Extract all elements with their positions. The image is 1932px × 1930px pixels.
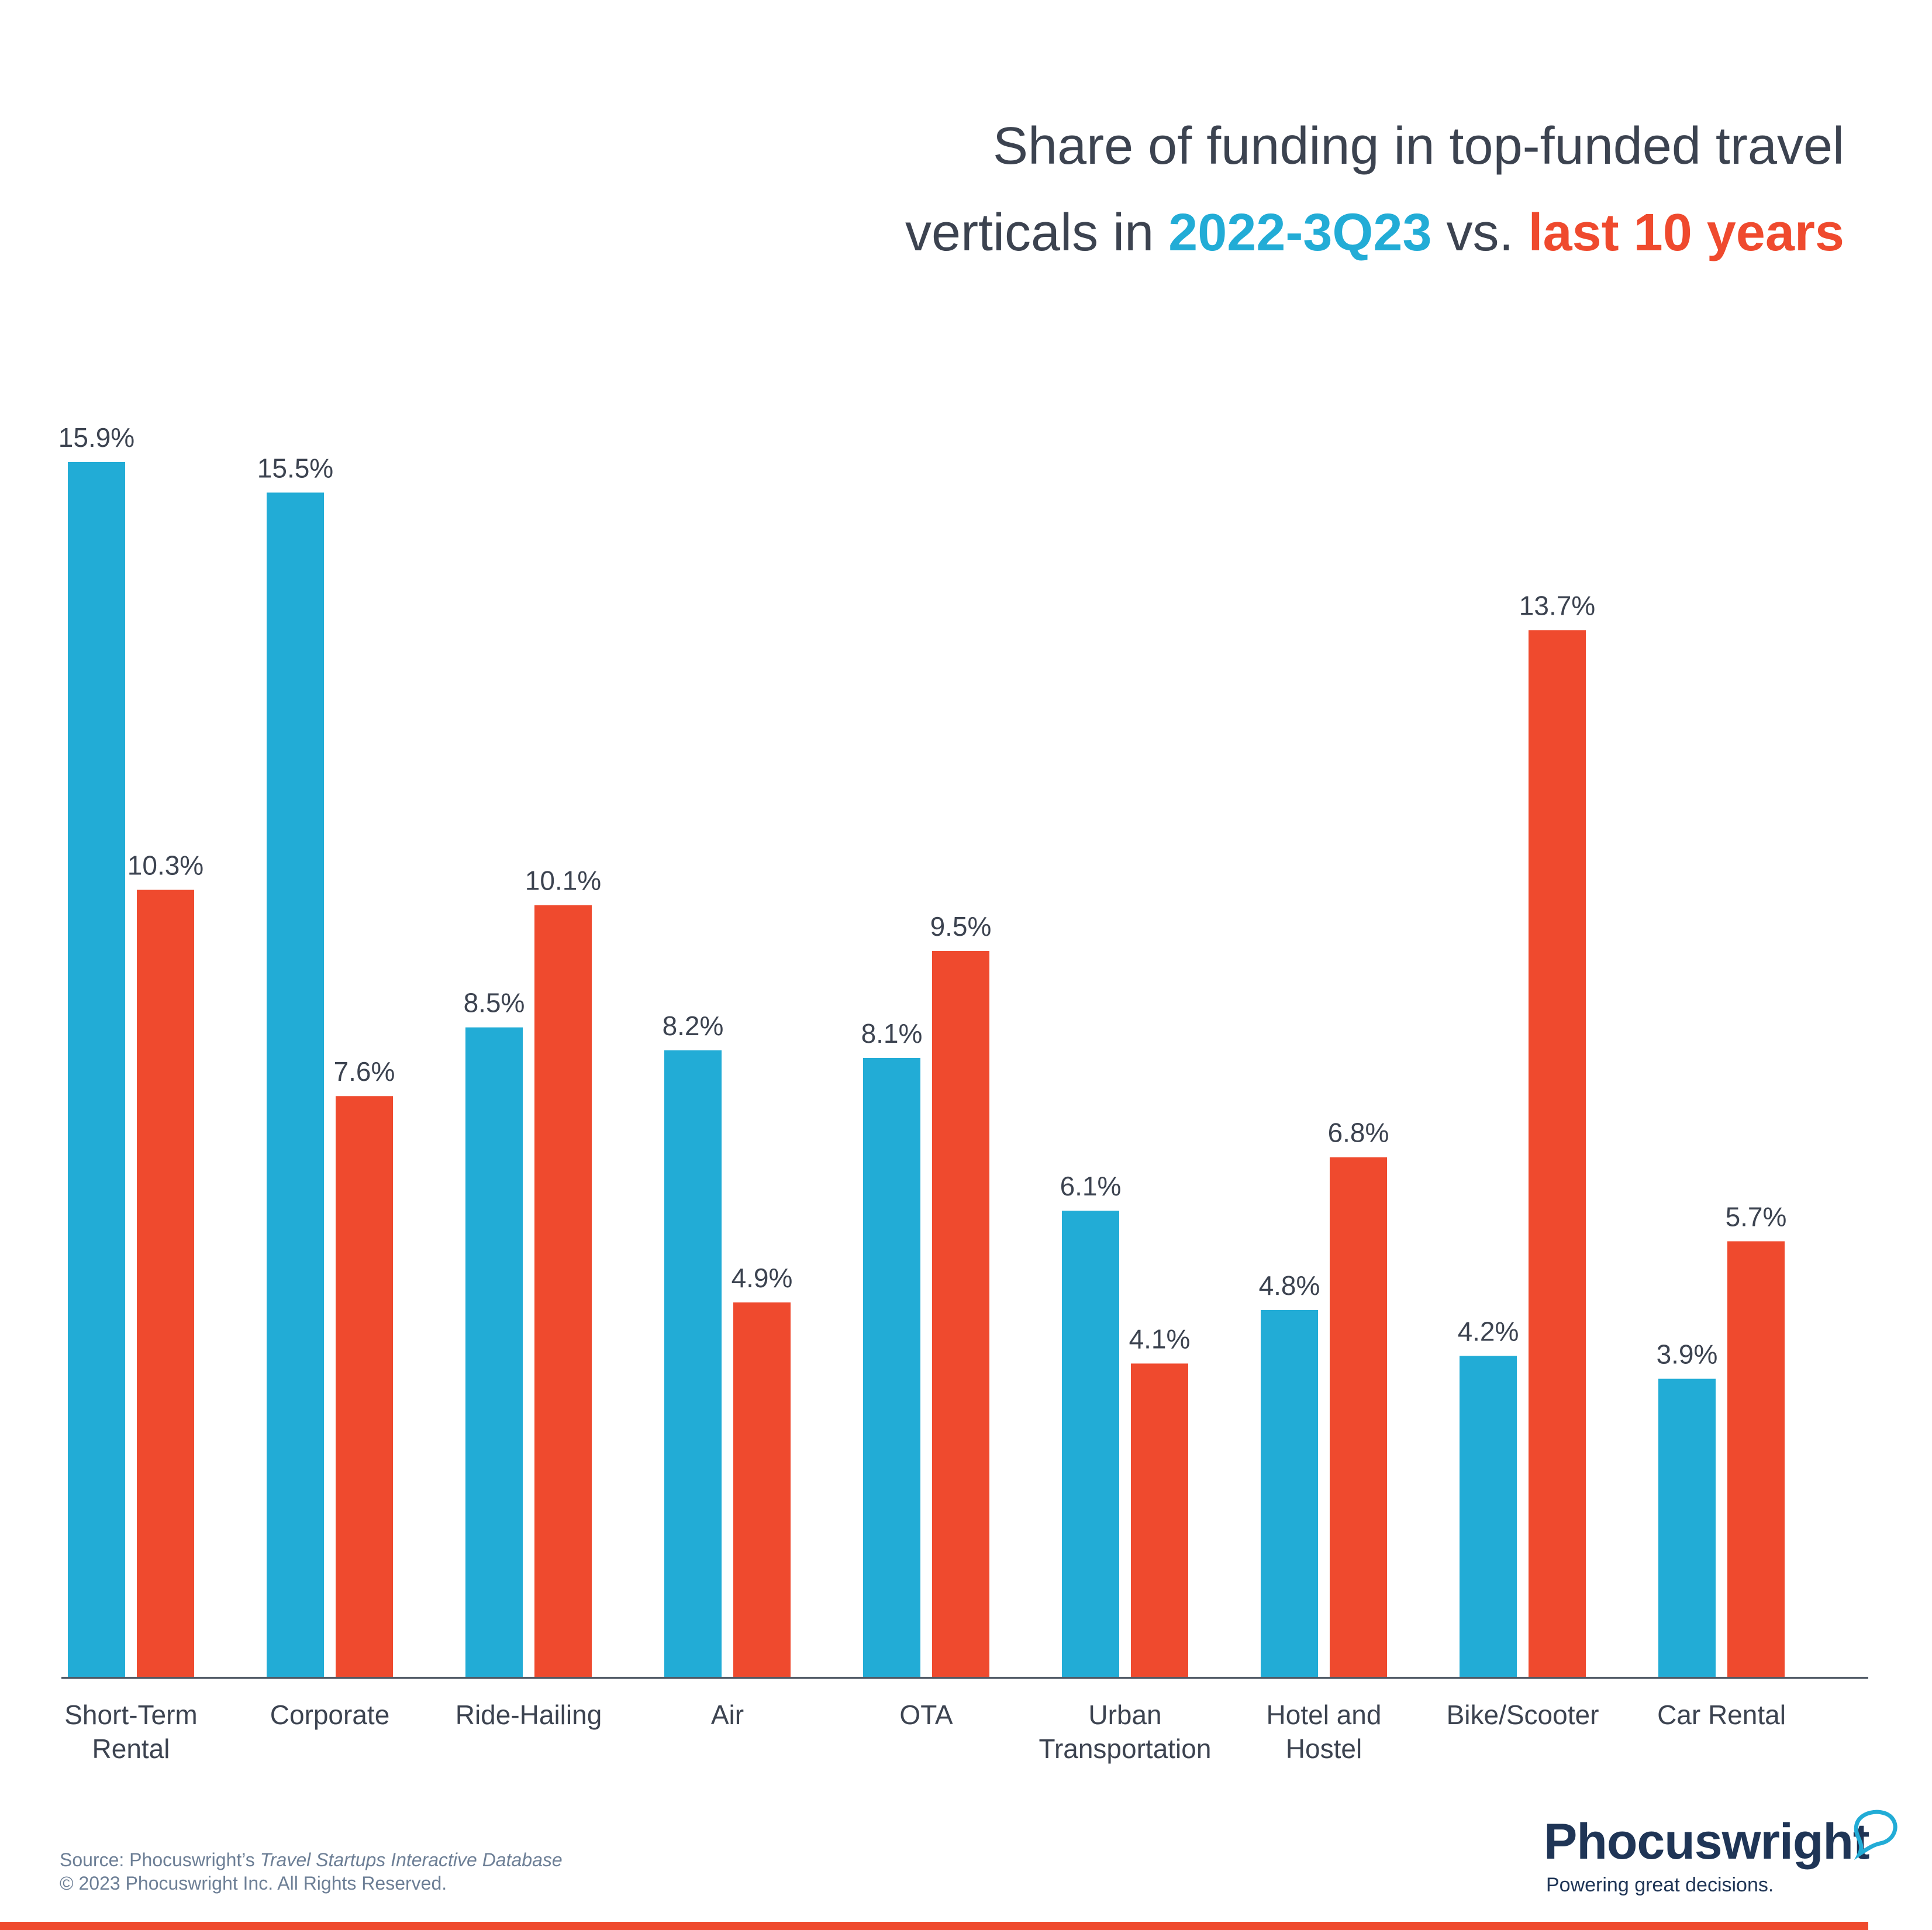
bar-series-b — [1727, 1241, 1785, 1677]
category-label: Corporate — [270, 1700, 390, 1730]
value-label: 6.8% — [1328, 1118, 1389, 1148]
bar-series-b — [137, 890, 194, 1677]
bar-series-b — [733, 1302, 791, 1677]
value-label: 5.7% — [1726, 1201, 1787, 1232]
logo-wordmark: Phocuswright — [1544, 1814, 1870, 1870]
bar-group — [68, 462, 1785, 1677]
speech-bubble-icon — [1854, 1810, 1898, 1860]
value-label: 3.9% — [1657, 1339, 1718, 1370]
source-title: Travel Startups Interactive Database — [260, 1849, 563, 1870]
value-label: 13.7% — [1519, 590, 1595, 621]
chart-title: Share of funding in top-funded travel ve… — [499, 103, 1844, 276]
value-label: 15.5% — [257, 453, 333, 483]
bar-series-b — [932, 951, 989, 1677]
bar-series-a — [1062, 1211, 1119, 1677]
bar-series-a — [68, 462, 125, 1677]
bar-series-a — [465, 1027, 523, 1677]
source-prefix: Source: Phocuswright’s — [60, 1849, 260, 1870]
value-label: 8.2% — [663, 1011, 724, 1041]
bar-series-a — [863, 1057, 920, 1677]
bar-series-b — [534, 905, 592, 1677]
category-label: Transportation — [1039, 1733, 1212, 1764]
bar-series-a — [1658, 1378, 1716, 1677]
bar-series-a — [1261, 1309, 1318, 1677]
value-label: 4.8% — [1259, 1270, 1320, 1301]
bar-series-b — [336, 1096, 393, 1677]
value-label: 8.1% — [861, 1018, 923, 1049]
bar-series-b — [1529, 630, 1586, 1677]
category-label: Air — [711, 1700, 744, 1730]
value-label: 9.5% — [930, 911, 992, 942]
title-prefix: verticals in — [905, 204, 1169, 262]
bar-series-a — [664, 1050, 722, 1677]
category-label: Hostel — [1286, 1733, 1362, 1764]
title-series-b: last 10 years — [1528, 204, 1844, 262]
category-label: Ride-Hailing — [456, 1700, 602, 1730]
chart-title-line1: Share of funding in top-funded travel — [993, 117, 1844, 175]
category-label: Hotel and — [1267, 1700, 1382, 1730]
value-label: 10.1% — [525, 866, 601, 896]
category-label: Car Rental — [1657, 1700, 1786, 1730]
category-label: Urban — [1088, 1700, 1161, 1730]
category-label: Bike/Scooter — [1447, 1700, 1599, 1730]
logo-tagline: Powering great decisions. — [1546, 1874, 1774, 1896]
bar-series-b — [1330, 1157, 1387, 1677]
category-label: Rental — [92, 1733, 170, 1764]
value-label: 10.3% — [127, 850, 203, 881]
source-note: Source: Phocuswright’s Travel Startups I… — [60, 1848, 563, 1895]
chart-title-line2: verticals in 2022-3Q23 vs. last 10 years — [499, 189, 1844, 276]
bar-series-b — [1131, 1363, 1188, 1677]
value-label: 4.9% — [732, 1263, 793, 1293]
bar-series-a — [1460, 1356, 1517, 1677]
source-line: Source: Phocuswright’s Travel Startups I… — [60, 1848, 563, 1872]
title-middle: vs. — [1431, 204, 1529, 262]
bar-chart: 15.9% 10.3% 15.5% 7.6% 8.5% 10.1% 8.2% 4.9% 8.1%… — [58, 422, 1868, 1764]
value-label: 4.1% — [1129, 1324, 1191, 1354]
value-label: 6.1% — [1060, 1171, 1122, 1201]
phocuswright-logo: Phocuswright Powering great decisions. — [1544, 1810, 1906, 1901]
value-label: 7.6% — [334, 1056, 395, 1087]
category-label: OTA — [899, 1700, 953, 1730]
value-label: 15.9% — [58, 422, 134, 453]
bottom-rule — [0, 1922, 1868, 1930]
bar-series-a — [267, 492, 324, 1677]
value-labels: 15.9% 10.3% 15.5% 7.6% 8.5% 10.1% 8.2% 4.9% 8.1%… — [58, 422, 1787, 1370]
category-label: Short-Term — [64, 1700, 197, 1730]
title-series-a: 2022-3Q23 — [1168, 204, 1432, 262]
value-label: 4.2% — [1458, 1316, 1519, 1346]
value-label: 8.5% — [464, 988, 525, 1018]
copyright: © 2023 Phocuswright Inc. All Rights Rese… — [60, 1873, 447, 1894]
